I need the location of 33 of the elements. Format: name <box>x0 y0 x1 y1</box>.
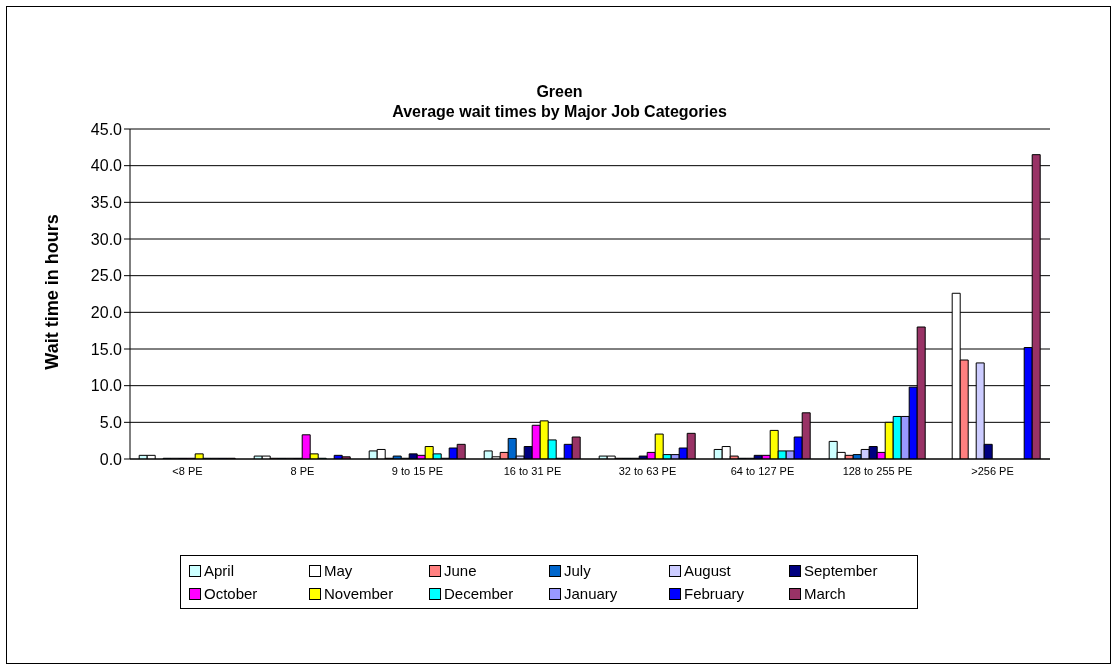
x-tick-label: 9 to 15 PE <box>391 464 444 477</box>
y-tick-label: 45.0 <box>90 120 123 138</box>
y-tick-label: 15.0 <box>90 340 123 358</box>
legend-label: April <box>204 562 235 579</box>
y-tick-label: 5.0 <box>99 414 123 432</box>
legend-label: December <box>444 585 514 602</box>
y-tick-label: 10.0 <box>90 377 123 395</box>
x-tick-label: <8 PE <box>172 464 203 477</box>
legend-label: March <box>804 585 846 602</box>
x-tick-label: 8 PE <box>290 464 315 477</box>
legend-label: November <box>324 585 394 602</box>
x-tick-label: 16 to 31 PE <box>503 464 562 477</box>
y-tick-label: 20.0 <box>90 304 123 322</box>
legend-label: October <box>204 585 258 602</box>
x-tick-label: 32 to 63 PE <box>618 464 677 477</box>
legend-label: May <box>324 562 353 579</box>
legend-label: July <box>564 562 591 579</box>
x-tick-label: 128 to 255 PE <box>842 464 913 477</box>
legend-label: June <box>444 562 477 579</box>
y-tick-label: 30.0 <box>90 230 123 248</box>
legend-label: September <box>804 562 878 579</box>
legend-label: January <box>564 585 618 602</box>
y-axis-title: Wait time in hours <box>41 214 63 370</box>
x-tick-label: 64 to 127 PE <box>730 464 795 477</box>
chart-subtitle: Average wait times by Major Job Categories <box>391 102 728 122</box>
y-tick-label: 25.0 <box>90 267 123 285</box>
y-tick-label: 0.0 <box>99 450 123 468</box>
chart-title: Green <box>535 82 584 102</box>
legend-label: February <box>684 585 745 602</box>
y-tick-label: 40.0 <box>90 157 123 175</box>
x-tick-label: >256 PE <box>971 464 1014 477</box>
y-tick-label: 35.0 <box>90 194 123 212</box>
legend-label: August <box>684 562 731 579</box>
